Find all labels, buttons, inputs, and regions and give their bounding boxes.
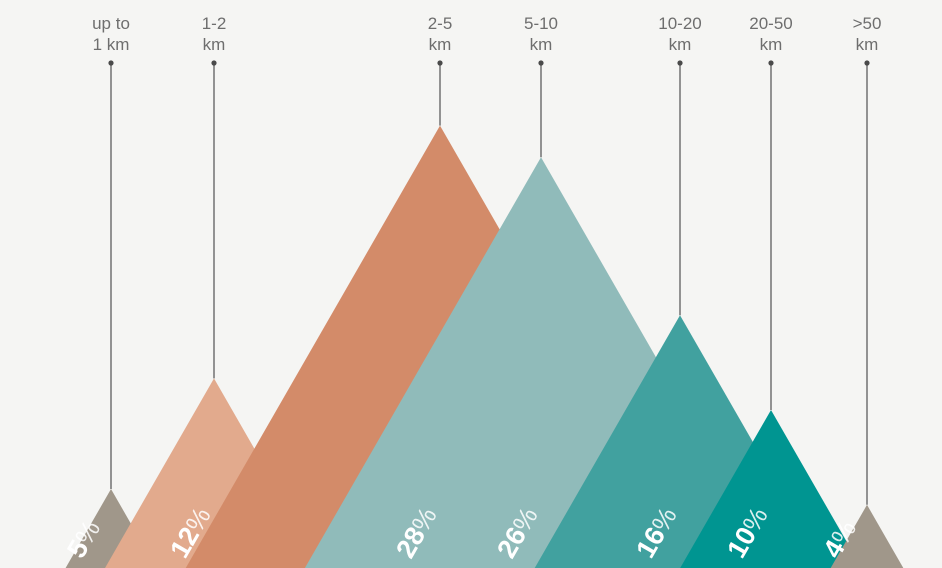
leader-dot-0 bbox=[108, 60, 114, 66]
category-label-0: up to 1 km bbox=[92, 14, 130, 54]
leader-dot-5 bbox=[768, 60, 774, 66]
leader-dot-1 bbox=[211, 60, 217, 66]
category-label-4: 10-20 km bbox=[658, 14, 701, 54]
peaks-layer bbox=[65, 125, 904, 568]
category-label-5: 20-50 km bbox=[749, 14, 792, 54]
leader-dot-2 bbox=[437, 60, 443, 66]
leader-dot-4 bbox=[677, 60, 683, 66]
leader-dot-6 bbox=[864, 60, 870, 66]
category-label-2: 2-5 km bbox=[428, 14, 453, 54]
leader-dot-3 bbox=[538, 60, 544, 66]
leaders-layer bbox=[108, 60, 870, 505]
peak-6 bbox=[830, 504, 904, 568]
category-label-6: >50 km bbox=[853, 14, 882, 54]
category-label-1: 1-2 km bbox=[202, 14, 227, 54]
category-label-3: 5-10 km bbox=[524, 14, 558, 54]
category-labels-layer: up to 1 km 1-2 km 2-5 km 5-10 km 10-20 km 20-50 km >… bbox=[92, 14, 881, 54]
peak-5 bbox=[680, 410, 862, 568]
